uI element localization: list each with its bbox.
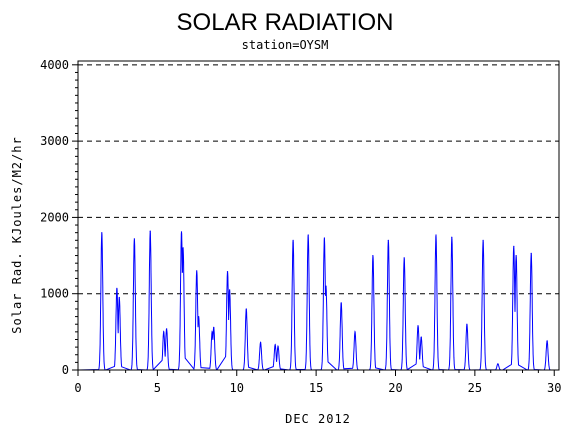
- data-point-day-27: [515, 255, 517, 257]
- data-point-day-21: [417, 325, 419, 327]
- data-point-day-5: [166, 328, 168, 330]
- chart-title: SOLAR RADIATION: [177, 9, 394, 36]
- data-point-day-21: [420, 336, 422, 338]
- data-point-day-24: [466, 323, 468, 325]
- y-tick-label: 2000: [40, 210, 69, 224]
- data-point-day-20: [403, 257, 405, 259]
- data-point-day-9: [229, 289, 231, 291]
- series-group: [78, 230, 556, 371]
- data-point-day-9: [226, 271, 229, 273]
- data-point-day-29: [546, 340, 548, 342]
- data-point-day-16: [340, 302, 342, 304]
- x-tick-label: 25: [468, 381, 482, 395]
- plot-frame: [77, 60, 560, 371]
- x-tick-label: 10: [230, 381, 244, 395]
- series-line-0: [78, 231, 556, 371]
- data-point-day-6: [182, 247, 184, 249]
- data-point-day-28: [530, 252, 532, 254]
- data-point-day-13: [292, 239, 294, 241]
- data-point-day-2: [116, 287, 118, 289]
- data-point-day-15: [325, 285, 327, 287]
- data-point-day-23: [451, 236, 453, 238]
- data-point-day-5: [163, 331, 165, 333]
- data-point-day-1: [101, 232, 103, 234]
- data-point-day-4: [149, 230, 151, 232]
- data-point-day-3: [133, 238, 135, 240]
- data-point-day-7: [196, 270, 198, 272]
- data-point-day-7: [198, 316, 200, 318]
- x-axis: 0 5 10 15 20 25 30: [74, 370, 561, 395]
- y-tick-label: 4000: [40, 58, 69, 72]
- chart-subtitle: station=OYSM: [242, 38, 329, 52]
- y-axis: 0 1000 2000 3000 4000: [40, 58, 78, 377]
- data-point-day-2: [118, 296, 120, 299]
- data-point-day-27: [513, 245, 515, 247]
- data-point-day-12: [274, 344, 276, 346]
- y-tick-label: 3000: [40, 134, 69, 148]
- data-point-day-26: [497, 363, 499, 365]
- y-tick-label: 1000: [40, 287, 69, 301]
- data-point-day-8: [211, 331, 213, 333]
- data-point-day-11: [260, 341, 262, 344]
- x-tick-label: 30: [547, 381, 561, 395]
- y-tick-label: 0: [62, 363, 69, 377]
- data-point-day-6: [180, 231, 183, 233]
- data-point-day-12: [277, 345, 279, 347]
- data-point-day-10: [245, 308, 247, 310]
- x-tick-label: 0: [74, 381, 81, 395]
- data-point-day-25: [482, 239, 484, 241]
- gridlines: [78, 64, 559, 295]
- x-axis-label: DEC 2012: [285, 412, 351, 426]
- x-tick-label: 20: [388, 381, 402, 395]
- data-point-day-14: [307, 234, 309, 236]
- data-point-day-22: [435, 234, 437, 236]
- y-axis-label: Solar Rad. KJoules/M2/hr: [10, 136, 24, 333]
- data-point-day-19: [387, 239, 389, 241]
- data-point-day-17: [354, 331, 356, 333]
- x-tick-label: 5: [154, 381, 161, 395]
- data-point-day-15: [323, 237, 325, 239]
- x-tick-label: 15: [309, 381, 323, 395]
- data-point-day-8: [213, 326, 215, 328]
- data-point-day-18: [372, 255, 374, 257]
